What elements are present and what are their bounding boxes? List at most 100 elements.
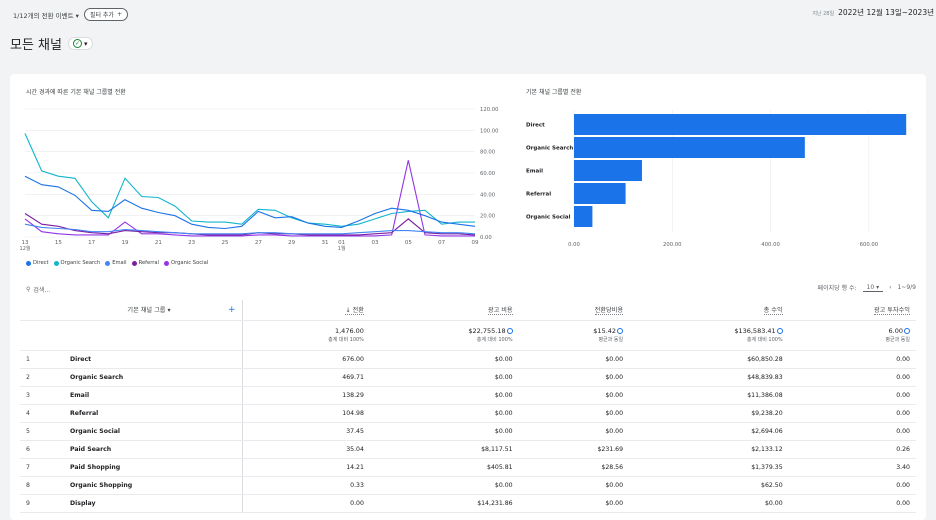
y-tick-label: 80.00 [480, 150, 496, 156]
x-tick-label: 23 [188, 240, 195, 246]
search-placeholder: 검색... [33, 287, 51, 294]
channel-name[interactable]: Paid Search [64, 440, 243, 459]
roas-cell: 0.00 [788, 368, 916, 387]
row-index: 8 [20, 476, 64, 495]
legend-swatch [105, 260, 111, 266]
info-icon[interactable] [617, 328, 624, 334]
page-title-row: 모든 채널 ✓ ▾ [10, 34, 93, 53]
ad-cost-cell: $0.00 [369, 422, 519, 441]
row-index: 1 [20, 350, 64, 369]
conversions-header[interactable]: ↓ 전환 [242, 300, 370, 321]
cost-per-conversion-cell: $231.69 [518, 440, 630, 459]
channel-name[interactable]: Referral [64, 404, 243, 423]
bar-chart[interactable]: 0.00 200.00 400.00 600.00 Direct Organic Sear… [520, 100, 920, 255]
y-tick-label: 40.00 [480, 192, 496, 198]
bar-category-label: Organic Search [526, 146, 573, 152]
rows-per-page-label: 페이지당 행 수: [817, 285, 857, 292]
y-tick-label: 60.00 [480, 171, 496, 177]
table-row[interactable]: 2 Organic Search 469.71 $0.00 $0.00 $48,839.8… [20, 368, 916, 387]
cost-per-conversion-cell: $0.00 [518, 350, 630, 369]
x-tick-label: 19 [122, 240, 129, 246]
ad-cost-header[interactable]: 광고 비용 [369, 300, 519, 321]
roas-cell: 0.00 [788, 386, 916, 405]
totals-label-cell [64, 320, 243, 351]
dimension-header[interactable]: 기본 채널 그룹 ▾ + [64, 300, 243, 321]
info-icon[interactable] [506, 328, 513, 334]
ad-cost-cell: $8,117.51 [369, 440, 519, 459]
totals-conversions-cell: 1,476.00 총계 대비 100% [242, 320, 370, 351]
channel-name[interactable]: Organic Search [64, 368, 243, 387]
cost-per-conversion-cell: $28.56 [518, 458, 630, 477]
roas-cell: 0.26 [788, 440, 916, 459]
legend-item[interactable]: Direct [26, 260, 49, 266]
info-icon[interactable] [904, 328, 910, 334]
ad-cost-cell: $0.00 [369, 350, 519, 369]
x-tick-label: 09 [472, 240, 479, 246]
ad-cost-cell: $405.81 [369, 458, 519, 477]
index-header [20, 300, 64, 321]
add-filter-button[interactable]: 필터 추가 + [83, 8, 128, 21]
row-index: 3 [20, 386, 64, 405]
channel-name[interactable]: Organic Social [64, 422, 243, 441]
revenue-cell: $60,850.28 [629, 350, 789, 369]
legend-item[interactable]: Email [105, 260, 127, 266]
revenue-header[interactable]: 총 수익 [629, 300, 789, 321]
ad-cost-cell: $14,231.86 [369, 494, 519, 513]
line-chart[interactable]: 0.00 20.00 40.00 60.00 80.00 100.00 120.00 1312… [20, 100, 510, 260]
cost-per-conversion-cell: $0.00 [518, 422, 630, 441]
y-tick-label: 20.00 [480, 214, 496, 220]
roas-header[interactable]: 광고 투자수익 [788, 300, 916, 321]
totals-conversions: 1,476.00 [334, 327, 364, 335]
conversions-cell: 35.04 [242, 440, 370, 459]
series-line-direct [24, 175, 476, 230]
conversions-cell: 676.00 [242, 350, 370, 369]
table-row[interactable]: 8 Organic Shopping 0.33 $0.00 $0.00 $62.50 0.0… [20, 476, 916, 495]
channel-name[interactable]: Direct [64, 350, 243, 369]
date-range-picker[interactable]: 지난 28일 2022년 12월 13일~2023년 [812, 7, 934, 18]
legend-swatch [53, 260, 59, 266]
table-row[interactable]: 3 Email 138.29 $0.00 $0.00 $11,386.08 0.00 [20, 386, 916, 405]
bar [574, 160, 642, 181]
conversions-header-label: ↓ 전환 [345, 307, 364, 316]
prev-page-icon[interactable]: ‹ [889, 284, 892, 291]
table-row[interactable]: 1 Direct 676.00 $0.00 $0.00 $60,850.28 0.00 [20, 350, 916, 369]
conversions-cell: 138.29 [242, 386, 370, 405]
roas-cell: 0.00 [788, 404, 916, 423]
table-row[interactable]: 6 Paid Search 35.04 $8,117.51 $231.69 $2,133.… [20, 440, 916, 459]
cost-per-conversion-cell: $0.00 [518, 476, 630, 495]
channel-name[interactable]: Paid Shopping [64, 458, 243, 477]
legend-item[interactable]: Organic Search [53, 260, 100, 266]
x-tick-label: 27 [255, 240, 262, 246]
info-icon[interactable] [776, 328, 783, 334]
cost-per-conversion-header[interactable]: 전환당비용 [518, 300, 630, 321]
totals-ad-cost: $22,755.18 [468, 327, 506, 335]
series-line-organic-search [24, 133, 475, 227]
table-row[interactable]: 4 Referral 104.98 $0.00 $0.00 $9,238.20 0.00 [20, 404, 916, 423]
chart-legend: Direct Organic Search Email Referral Organic… [26, 260, 208, 266]
rows-per-page-select[interactable]: 10 ▾ [862, 284, 884, 292]
chevron-down-icon: ▾ [83, 39, 88, 48]
legend-item[interactable]: Referral [131, 260, 159, 266]
totals-cost-per-conversion-cell: $15.42 평균과 동일 [518, 320, 630, 351]
row-index: 5 [20, 422, 64, 441]
table-row[interactable]: 7 Paid Shopping 14.21 $405.81 $28.56 $1,379.3… [20, 458, 916, 477]
channel-name[interactable]: Email [64, 386, 243, 405]
table-row[interactable]: 5 Organic Social 37.45 $0.00 $0.00 $2,694.06 0… [20, 422, 916, 441]
conversion-event-selector[interactable]: 1/12개의 전환 이벤트 ▾ [13, 10, 79, 20]
channel-name[interactable]: Organic Shopping [64, 476, 243, 495]
totals-revenue: $136,583.41 [734, 327, 776, 335]
channel-name[interactable]: Display [64, 494, 243, 513]
table-header-row: 기본 채널 그룹 ▾ + ↓ 전환 광고 비용 전환당비용 총 수익 광고 투자수… [20, 300, 916, 321]
legend-label: Email [112, 260, 127, 266]
legend-item[interactable]: Organic Social [163, 260, 208, 266]
roas-cell: 3.40 [788, 458, 916, 477]
bar-category-label: Referral [526, 192, 551, 198]
search-input[interactable]: ⚲ 검색... [26, 285, 50, 294]
report-status-button[interactable]: ✓ ▾ [67, 37, 93, 50]
totals-conversions-sub: 총계 대비 100% [328, 337, 364, 343]
table-row[interactable]: 9 Display 0.00 $14,231.86 $0.00 $0.00 0.00 [20, 494, 916, 513]
add-dimension-icon[interactable]: + [227, 304, 236, 315]
roas-cell: 0.00 [788, 422, 916, 441]
y-tick-label: 120.00 [480, 107, 499, 113]
bar [574, 137, 805, 158]
